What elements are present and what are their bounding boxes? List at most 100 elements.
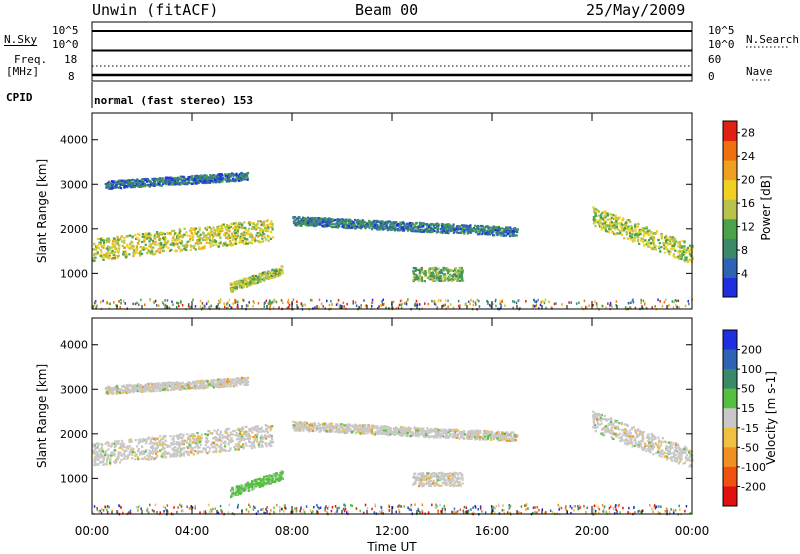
power-cell bbox=[95, 248, 98, 251]
vel-cell bbox=[118, 391, 121, 394]
power-cell bbox=[213, 239, 216, 242]
power-ground-cell bbox=[236, 303, 239, 307]
power-cell bbox=[156, 250, 159, 253]
power-cell bbox=[113, 180, 116, 183]
power-ground-cell bbox=[190, 305, 192, 309]
power-cell bbox=[212, 174, 215, 177]
power-cell bbox=[614, 217, 617, 220]
power-cell bbox=[679, 256, 682, 259]
power-cell bbox=[424, 275, 427, 278]
power-cell bbox=[614, 226, 618, 229]
power-ground-cell bbox=[272, 299, 274, 303]
vel-cell bbox=[103, 451, 106, 454]
power-ground-cell bbox=[219, 301, 221, 304]
power-cell bbox=[108, 187, 111, 190]
power-cell bbox=[428, 275, 431, 278]
power-cell bbox=[224, 232, 227, 235]
power-ground-cell bbox=[581, 306, 583, 309]
power-ground-cell bbox=[494, 299, 497, 303]
vel-cell bbox=[250, 447, 253, 450]
power-cell bbox=[234, 238, 237, 241]
power-cell bbox=[491, 232, 494, 235]
vel-cell bbox=[94, 462, 97, 465]
power-cell bbox=[108, 254, 111, 257]
power-cell bbox=[145, 232, 148, 235]
power-cell bbox=[240, 171, 243, 175]
power-cell bbox=[614, 228, 617, 231]
power-cell bbox=[418, 269, 421, 272]
power-ground-cell bbox=[309, 298, 312, 302]
power-cell bbox=[254, 227, 257, 230]
power-cell bbox=[212, 226, 215, 229]
power-cell bbox=[202, 238, 205, 241]
power-cell bbox=[141, 181, 144, 184]
power-cell bbox=[600, 213, 603, 216]
vel-cell bbox=[171, 387, 174, 390]
power-cell bbox=[300, 221, 303, 224]
power-cell bbox=[194, 248, 197, 251]
power-cell bbox=[413, 224, 416, 227]
power-ground-cell bbox=[199, 299, 202, 303]
power-cell bbox=[232, 243, 235, 246]
power-cell bbox=[227, 173, 231, 176]
power-ground-cell bbox=[535, 300, 538, 303]
power-ground-cell bbox=[165, 305, 167, 308]
power-cell bbox=[616, 232, 619, 235]
vel-cell bbox=[194, 450, 197, 453]
power-cell bbox=[197, 176, 200, 179]
power-ground-cell bbox=[162, 303, 165, 306]
vel-cell bbox=[208, 447, 212, 450]
vel-cell bbox=[131, 453, 134, 456]
vel-cell bbox=[264, 443, 267, 446]
power-cell bbox=[211, 230, 214, 233]
power-cell bbox=[651, 236, 654, 239]
power-cell bbox=[430, 275, 433, 278]
power-cell bbox=[267, 277, 270, 280]
power-cell bbox=[384, 226, 387, 229]
power-cell bbox=[204, 177, 207, 180]
power-cell bbox=[692, 246, 695, 249]
power-cell bbox=[179, 178, 182, 181]
power-ground-cell bbox=[659, 300, 661, 303]
power-cell bbox=[258, 240, 261, 243]
power-cell bbox=[165, 245, 168, 248]
vel-cell bbox=[105, 460, 109, 463]
power-cell bbox=[663, 247, 666, 250]
power-cell bbox=[457, 273, 460, 276]
power-cell bbox=[655, 230, 659, 233]
vel-cell bbox=[213, 437, 216, 440]
vel-cell bbox=[255, 430, 258, 433]
power-cell bbox=[603, 226, 606, 229]
power-region-0 bbox=[92, 219, 275, 262]
vel-cell bbox=[258, 445, 261, 448]
power-cell bbox=[239, 237, 242, 240]
power-cell bbox=[296, 217, 299, 220]
vel-cell bbox=[265, 430, 269, 433]
power-cell bbox=[595, 214, 598, 217]
vel-cell bbox=[198, 439, 201, 442]
power-ground-cell bbox=[219, 299, 222, 303]
power-cell bbox=[200, 247, 203, 250]
y-tick-label: 1000 bbox=[60, 267, 88, 280]
power-cell bbox=[451, 229, 454, 232]
vel-cell bbox=[144, 450, 147, 453]
vel-cell bbox=[259, 439, 262, 442]
power-cell bbox=[169, 183, 172, 186]
power-cell bbox=[342, 220, 345, 223]
power-cell bbox=[466, 230, 469, 233]
power-cell bbox=[619, 225, 622, 228]
vel-cell bbox=[186, 451, 189, 454]
vel-cell bbox=[95, 442, 98, 445]
power-ground-cell bbox=[365, 304, 368, 307]
vel-cell bbox=[119, 444, 123, 447]
power-cell bbox=[139, 254, 142, 257]
vel-cell bbox=[154, 439, 157, 442]
power-cell bbox=[672, 246, 675, 250]
power-cell bbox=[111, 183, 114, 186]
power-ground-cell bbox=[247, 304, 249, 307]
power-cell bbox=[280, 265, 283, 268]
power-ground-cell bbox=[534, 300, 536, 303]
power-cell bbox=[636, 225, 639, 228]
power-cell bbox=[92, 248, 95, 251]
power-cell bbox=[646, 240, 649, 244]
